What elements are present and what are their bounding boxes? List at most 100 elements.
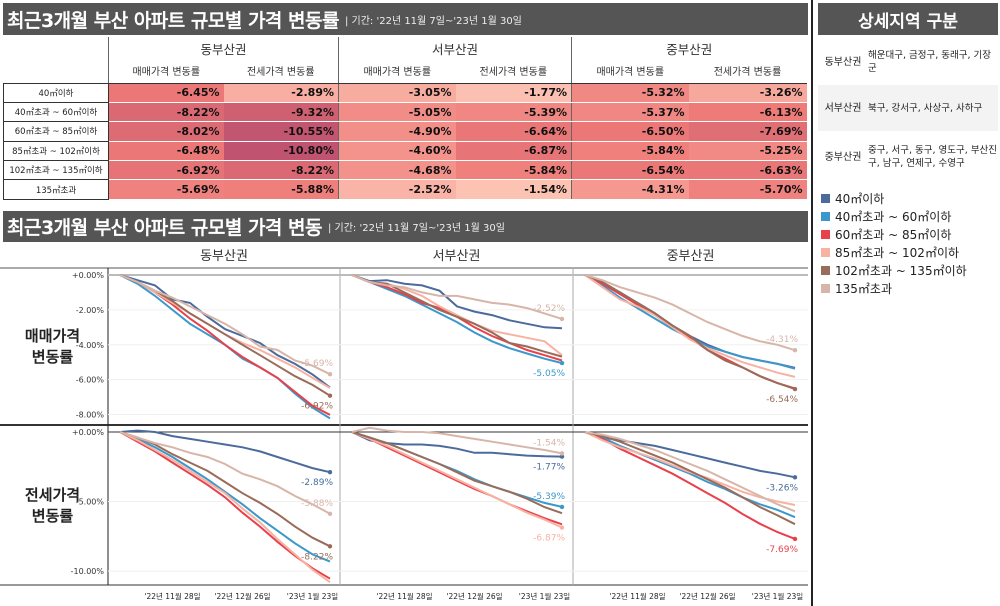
legend-swatch bbox=[821, 247, 830, 257]
series-line-5 bbox=[119, 431, 331, 515]
region-list: 동부산권 해운대구, 금정구, 동래구, 기장군 서부산권 북구, 강서구, 사상구… bbox=[818, 39, 998, 183]
series-line-4 bbox=[351, 274, 563, 358]
series-line-5 bbox=[584, 431, 796, 513]
end-point bbox=[327, 511, 333, 516]
row-size-label: 85㎡초과 ~ 102㎡이하 bbox=[3, 140, 109, 162]
corner bbox=[4, 37, 109, 59]
table-cell: -6.63% bbox=[688, 160, 807, 181]
table-cell: -10.55% bbox=[223, 121, 339, 142]
chart-title: 최근3개월 부산 아파트 규모별 가격 변동 bbox=[7, 217, 322, 239]
region-item: 서부산권 북구, 강서구, 사상구, 사하구 bbox=[818, 85, 998, 131]
y-tick-label: -10.00% bbox=[71, 567, 105, 576]
region-name: 서부산권 bbox=[824, 102, 862, 114]
series-line-3 bbox=[119, 274, 331, 389]
row-size-label: 102㎡초과 ~ 135㎡이하 bbox=[3, 160, 109, 181]
column-header: 매매가격 변동률 bbox=[571, 59, 689, 84]
series-line-4 bbox=[351, 431, 563, 515]
region-header: 동부산권 bbox=[108, 37, 339, 59]
x-tick-label: '22년 12월 26일 bbox=[679, 591, 735, 601]
region-name: 동부산권 bbox=[824, 56, 862, 68]
series-line-0 bbox=[119, 274, 331, 389]
region-item: 중부산권 중구, 서구, 동구, 영도구, 부산진구, 남구, 연제구, 수영구 bbox=[818, 131, 998, 183]
region-header: 중부산권 bbox=[571, 37, 807, 59]
x-tick-label: '23년 1월 23일 bbox=[287, 591, 338, 601]
table-cell: -6.92% bbox=[108, 160, 224, 181]
y-tick-label: -6.00% bbox=[76, 376, 105, 385]
series-line-5 bbox=[584, 274, 796, 352]
table-cell: -7.69% bbox=[688, 121, 807, 142]
legend-label: 85㎡초과 ~ 102㎡이하 bbox=[835, 245, 960, 260]
data-label: -8.22% bbox=[301, 552, 333, 562]
end-point bbox=[792, 347, 798, 353]
table-row: 40㎡이하 -6.45% -2.89% -3.05% -1.77% -5.32% -3.26… bbox=[3, 82, 807, 103]
data-label: -6.92% bbox=[301, 402, 333, 412]
table-cell: -8.22% bbox=[223, 160, 339, 181]
table-cell: -4.90% bbox=[338, 121, 456, 142]
legend-item: 40㎡이하 bbox=[818, 189, 998, 207]
table-row: 85㎡초과 ~ 102㎡이하 -6.48% -10.80% -4.60% -6.87% -… bbox=[3, 140, 807, 162]
end-point bbox=[559, 504, 565, 510]
series-line-3 bbox=[351, 431, 563, 529]
legend-label: 102㎡초과 ~ 135㎡이하 bbox=[835, 263, 967, 278]
change-rate-table: 동부산권 서부산권 중부산권 매매가격 변동률 전세가격 변동률 매매가격 변동… bbox=[3, 37, 807, 200]
corner bbox=[3, 59, 109, 84]
region-districts: 해운대구, 금정구, 동래구, 기장군 bbox=[868, 50, 991, 74]
x-tick-label: '23년 1월 23일 bbox=[752, 591, 803, 601]
table-cell: -4.31% bbox=[571, 179, 689, 200]
table-cell: -2.52% bbox=[338, 179, 456, 200]
table-cell: -8.02% bbox=[108, 121, 224, 142]
table-cell: -5.84% bbox=[455, 160, 572, 181]
table-row: 60㎡초과 ~ 85㎡이하 -8.02% -10.55% -4.90% -6.64% -6… bbox=[3, 121, 807, 142]
end-point bbox=[327, 544, 333, 549]
column-header: 전세가격 변동률 bbox=[688, 59, 807, 84]
series-line-1 bbox=[119, 274, 331, 420]
region-header: 서부산권 bbox=[433, 249, 481, 264]
legend-label: 40㎡이하 bbox=[835, 191, 885, 206]
legend-swatch bbox=[821, 265, 830, 275]
table-cell: -4.68% bbox=[338, 160, 456, 181]
table-cell: -5.69% bbox=[108, 179, 224, 200]
chart-title-bar: 최근3개월 부산 아파트 규모별 가격 변동 | 기간: '22년 11월 7일… bbox=[3, 211, 808, 242]
x-tick-label: '22년 11월 28일 bbox=[144, 591, 200, 601]
end-point bbox=[792, 475, 798, 480]
data-label: -2.52% bbox=[533, 304, 565, 314]
chart-period: | 기간: '22년 11월 7일~'23년 1월 30일 bbox=[327, 223, 505, 234]
heatmap-title-bar: 최근3개월 부산 아파트 규모별 가격 변동률 | 기간: '22년 11월 7… bbox=[3, 3, 808, 35]
table-cell: -10.80% bbox=[223, 141, 339, 162]
data-label: -2.89% bbox=[301, 478, 333, 488]
series-line-1 bbox=[584, 274, 796, 370]
x-tick-label: '23년 1월 23일 bbox=[519, 591, 570, 601]
row-size-label: 40㎡이하 bbox=[3, 82, 109, 103]
table-cell: -6.48% bbox=[108, 141, 224, 162]
table-cell: -3.26% bbox=[688, 83, 807, 103]
table-cell: -5.70% bbox=[688, 179, 807, 200]
table-cell: -6.50% bbox=[571, 121, 689, 142]
series-line-4 bbox=[584, 274, 796, 391]
series-line-1 bbox=[584, 431, 796, 519]
series-line-1 bbox=[351, 274, 563, 365]
table-cell: -6.45% bbox=[108, 83, 224, 103]
column-header: 전세가격 변동률 bbox=[455, 59, 572, 84]
x-tick-label: '22년 11월 28일 bbox=[609, 591, 665, 601]
series-line-0 bbox=[584, 274, 796, 369]
side-title-text: 상세지역 구분 bbox=[858, 11, 958, 32]
x-tick-label: '22년 12월 26일 bbox=[446, 591, 502, 601]
series-line-4 bbox=[119, 431, 331, 548]
row-size-label: 135㎡초과 bbox=[3, 179, 109, 200]
table-cell: -5.05% bbox=[338, 102, 456, 123]
legend-swatch bbox=[821, 283, 830, 293]
y-tick-label: -8.00% bbox=[76, 411, 105, 420]
end-point bbox=[327, 469, 333, 475]
legend-item: 40㎡초과 ~ 60㎡이하 bbox=[818, 207, 998, 225]
legend-label: 135㎡초과 bbox=[835, 281, 892, 296]
series-line-1 bbox=[119, 431, 331, 563]
series-line-2 bbox=[119, 431, 331, 580]
end-point bbox=[559, 525, 565, 530]
data-label: -7.69% bbox=[766, 545, 798, 555]
table-cell: -5.84% bbox=[571, 141, 689, 162]
data-label: -4.31% bbox=[766, 335, 798, 345]
data-label: -3.26% bbox=[766, 483, 798, 493]
table-cell: -6.64% bbox=[455, 121, 572, 142]
table-cell: -5.39% bbox=[455, 102, 572, 123]
data-label: -5.05% bbox=[533, 369, 565, 379]
